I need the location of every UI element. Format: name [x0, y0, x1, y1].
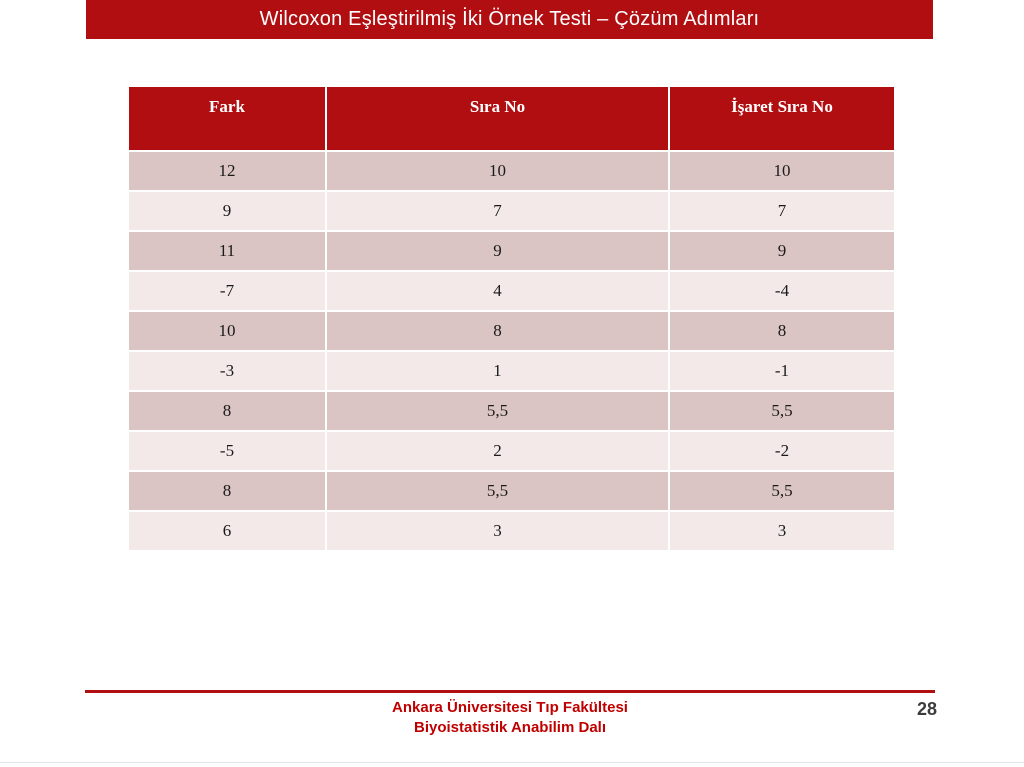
table-cell: 9: [129, 192, 325, 230]
footer-divider-line: [85, 690, 935, 693]
page-number: 28: [916, 699, 937, 719]
table-cell: 2: [327, 432, 668, 470]
table-cell: 3: [327, 512, 668, 550]
table-cell: 10: [670, 152, 894, 190]
table-cell: 5,5: [327, 472, 668, 510]
table-row: 12 10 10: [129, 152, 894, 190]
table-cell: 6: [129, 512, 325, 550]
table-cell: 5,5: [327, 392, 668, 430]
column-header: İşaret Sıra No: [670, 87, 894, 150]
table-cell: 5,5: [670, 392, 894, 430]
table-cell: 12: [129, 152, 325, 190]
column-header: Sıra No: [327, 87, 668, 150]
slide-title-bar: Wilcoxon Eşleştirilmiş İki Örnek Testi –…: [86, 0, 933, 39]
slide-title: Wilcoxon Eşleştirilmiş İki Örnek Testi –…: [259, 8, 760, 30]
table-cell: -4: [670, 272, 894, 310]
table-row: 8 5,5 5,5: [129, 392, 894, 430]
table-cell: 7: [670, 192, 894, 230]
slide-bottom-edge: [0, 762, 1024, 763]
wilcoxon-rank-table: Fark Sıra No İşaret Sıra No 12 10 10 9 7 7 11 9 9-…: [127, 85, 896, 552]
footer-line1: Ankara Üniversitesi Tıp Fakültesi: [392, 699, 628, 716]
table-cell: 3: [670, 512, 894, 550]
table-cell: 10: [129, 312, 325, 350]
table-body: 12 10 10 9 7 7 11 9 9 -7 4 -4 10 8 8 -3 1 -1 8 5,5 5,5 -5 2 -2 8…: [129, 152, 894, 550]
table-cell: 8: [129, 392, 325, 430]
table-cell: -7: [129, 272, 325, 310]
table-cell: 8: [670, 312, 894, 350]
table-cell: -2: [670, 432, 894, 470]
table-header-row: Fark Sıra No İşaret Sıra No: [129, 87, 894, 150]
table-cell: -3: [129, 352, 325, 390]
table-row: 10 8 8: [129, 312, 894, 350]
column-header: Fark: [129, 87, 325, 150]
table-cell: -5: [129, 432, 325, 470]
table-cell: 11: [129, 232, 325, 270]
footer-credit: Ankara Üniversitesi Tıp Fakültesi Biyois…: [85, 698, 935, 738]
table-row: -5 2 -2: [129, 432, 894, 470]
table-row: -7 4 -4: [129, 272, 894, 310]
table-cell: 9: [327, 232, 668, 270]
table-cell: 10: [327, 152, 668, 190]
footer-line2: Biyoistatistik Anabilim Dalı: [414, 719, 606, 736]
table-cell: -1: [670, 352, 894, 390]
table-row: 11 9 9: [129, 232, 894, 270]
table-cell: 9: [670, 232, 894, 270]
table-cell: 8: [129, 472, 325, 510]
table-cell: 8: [327, 312, 668, 350]
table-cell: 1: [327, 352, 668, 390]
table-cell: 4: [327, 272, 668, 310]
table-cell: 5,5: [670, 472, 894, 510]
table-row: 8 5,5 5,5: [129, 472, 894, 510]
table-row: -3 1 -1: [129, 352, 894, 390]
table-cell: 7: [327, 192, 668, 230]
